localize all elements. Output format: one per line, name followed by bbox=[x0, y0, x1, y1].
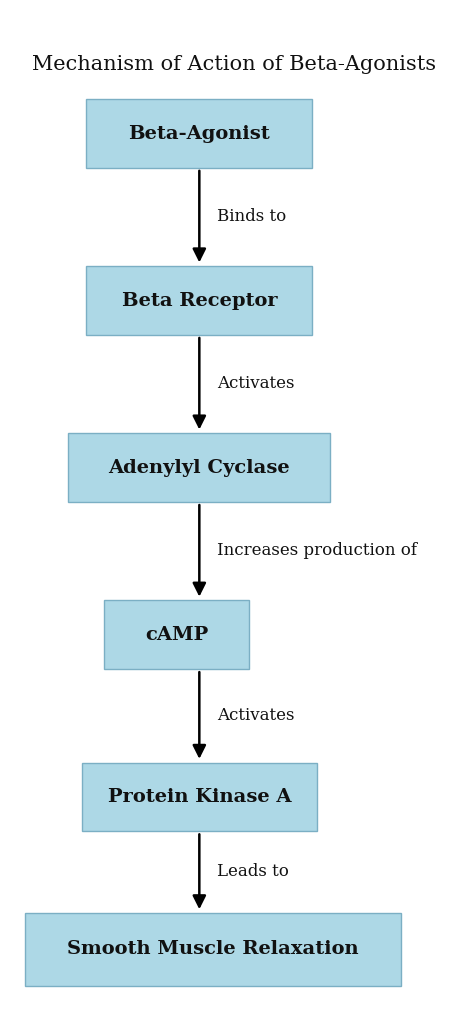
FancyBboxPatch shape bbox=[105, 600, 249, 670]
Text: Adenylyl Cyclase: Adenylyl Cyclase bbox=[108, 459, 290, 477]
FancyBboxPatch shape bbox=[68, 433, 331, 502]
Text: Mechanism of Action of Beta-Agonists: Mechanism of Action of Beta-Agonists bbox=[32, 55, 436, 74]
FancyBboxPatch shape bbox=[82, 763, 317, 831]
Text: cAMP: cAMP bbox=[145, 626, 208, 644]
Text: Beta Receptor: Beta Receptor bbox=[122, 292, 277, 309]
Text: Beta-Agonist: Beta-Agonist bbox=[129, 125, 270, 142]
Text: Protein Kinase A: Protein Kinase A bbox=[107, 788, 291, 806]
Text: Binds to: Binds to bbox=[218, 208, 287, 225]
Text: Smooth Muscle Relaxation: Smooth Muscle Relaxation bbox=[67, 940, 359, 958]
Text: Activates: Activates bbox=[218, 707, 295, 724]
Text: Leads to: Leads to bbox=[218, 863, 289, 881]
FancyBboxPatch shape bbox=[86, 99, 312, 168]
FancyBboxPatch shape bbox=[25, 912, 400, 986]
Text: Activates: Activates bbox=[218, 375, 295, 392]
FancyBboxPatch shape bbox=[86, 266, 312, 335]
Text: Increases production of: Increases production of bbox=[218, 543, 417, 559]
